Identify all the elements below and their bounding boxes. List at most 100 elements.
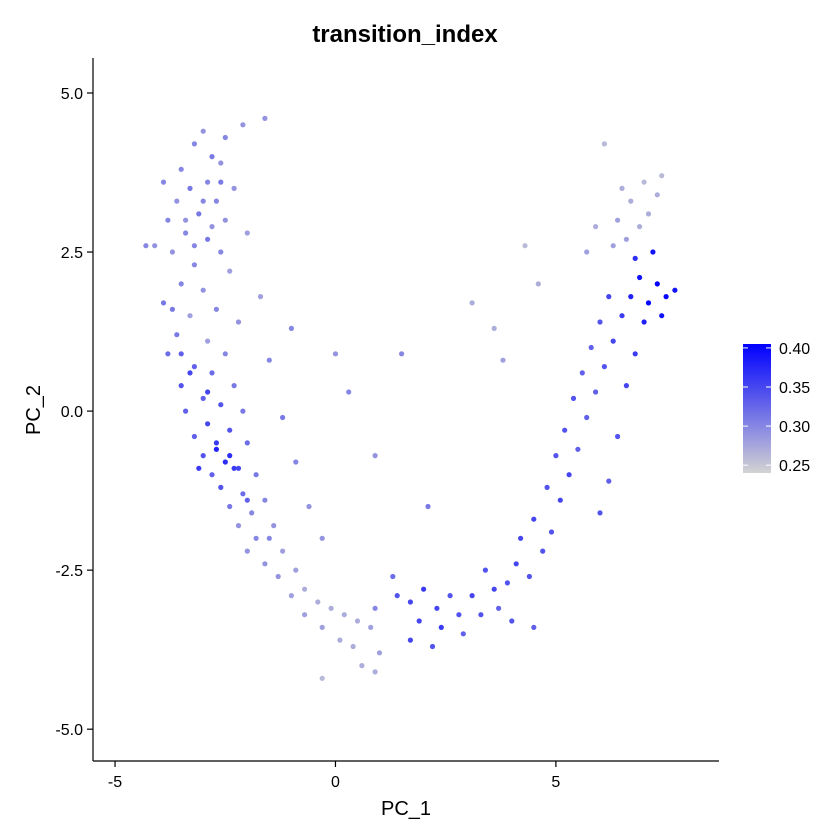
data-point <box>222 217 228 223</box>
data-point <box>337 637 343 643</box>
data-point <box>249 510 255 516</box>
x-tick-label: -5 <box>108 774 122 791</box>
data-point <box>143 243 149 249</box>
data-point <box>205 421 211 427</box>
data-point <box>540 548 546 554</box>
colorbar-tick-label: 0.25 <box>779 458 810 475</box>
data-point <box>654 281 660 287</box>
data-point <box>200 128 206 134</box>
data-point <box>178 281 184 287</box>
colorbar <box>743 344 771 473</box>
data-point <box>174 198 180 204</box>
data-point <box>200 395 206 401</box>
data-point <box>553 453 559 459</box>
data-point <box>235 523 242 529</box>
data-point <box>280 414 286 421</box>
data-point <box>205 236 211 242</box>
data-point <box>399 351 405 357</box>
data-point <box>169 306 175 312</box>
data-point <box>227 453 233 459</box>
data-point <box>610 243 616 249</box>
data-point <box>623 383 630 389</box>
data-point <box>376 650 383 656</box>
data-point <box>641 319 647 325</box>
data-point <box>328 605 334 611</box>
data-point <box>200 198 206 204</box>
data-point <box>227 503 233 510</box>
data-point <box>500 357 506 363</box>
data-point <box>169 249 175 255</box>
data-point <box>407 637 413 643</box>
data-point <box>191 433 197 440</box>
data-point <box>315 599 321 605</box>
data-point <box>222 459 228 465</box>
data-point <box>579 370 585 376</box>
data-point <box>522 243 528 249</box>
data-point <box>672 287 678 293</box>
data-point <box>359 663 365 669</box>
data-point <box>266 357 272 363</box>
data-point <box>650 249 656 255</box>
data-point <box>280 548 286 554</box>
data-point <box>205 338 211 344</box>
data-point <box>319 675 325 681</box>
data-point <box>645 300 652 306</box>
data-point <box>200 287 206 293</box>
data-point <box>416 618 422 624</box>
data-point <box>257 294 264 300</box>
data-point <box>469 593 475 599</box>
data-point <box>187 370 193 376</box>
data-point <box>619 313 625 319</box>
data-point <box>610 338 616 344</box>
data-point <box>262 561 268 567</box>
data-point <box>231 465 237 471</box>
data-point <box>350 643 356 650</box>
chart-title: transition_index <box>312 21 498 48</box>
x-tick-label: 0 <box>331 774 340 791</box>
data-point <box>262 497 268 503</box>
data-point <box>456 612 462 618</box>
data-point <box>460 631 466 637</box>
data-point <box>390 573 396 580</box>
data-point <box>183 408 189 414</box>
data-point <box>302 612 308 618</box>
data-point <box>213 306 219 312</box>
data-point <box>562 427 568 433</box>
data-point <box>526 573 533 580</box>
data-point <box>191 243 197 249</box>
data-point <box>240 491 246 497</box>
data-point <box>218 402 224 408</box>
data-point <box>227 268 233 274</box>
data-point <box>504 580 510 586</box>
colorbar-tick-label: 0.30 <box>779 419 810 436</box>
data-point <box>372 669 378 675</box>
data-point <box>244 230 250 236</box>
data-point <box>659 173 665 179</box>
data-point <box>213 446 219 452</box>
data-point <box>570 395 577 401</box>
data-point <box>209 224 215 230</box>
data-point <box>434 605 440 611</box>
data-point <box>659 313 665 319</box>
data-point <box>478 612 484 618</box>
data-point <box>341 612 347 618</box>
data-point <box>262 115 268 121</box>
data-point <box>632 351 638 357</box>
data-point <box>235 465 242 471</box>
data-point <box>244 497 250 503</box>
data-point <box>187 313 193 319</box>
data-point <box>209 472 215 478</box>
data-point <box>641 179 647 185</box>
data-point <box>531 516 537 522</box>
y-axis-title: PC_2 <box>23 385 45 435</box>
data-point <box>152 243 158 249</box>
data-point <box>654 192 660 198</box>
data-point <box>584 249 590 255</box>
data-point <box>218 484 224 490</box>
data-point <box>372 605 378 611</box>
data-point <box>429 643 436 650</box>
data-point <box>218 249 224 255</box>
y-tick-label: -2.5 <box>55 563 83 580</box>
data-point <box>601 364 608 370</box>
